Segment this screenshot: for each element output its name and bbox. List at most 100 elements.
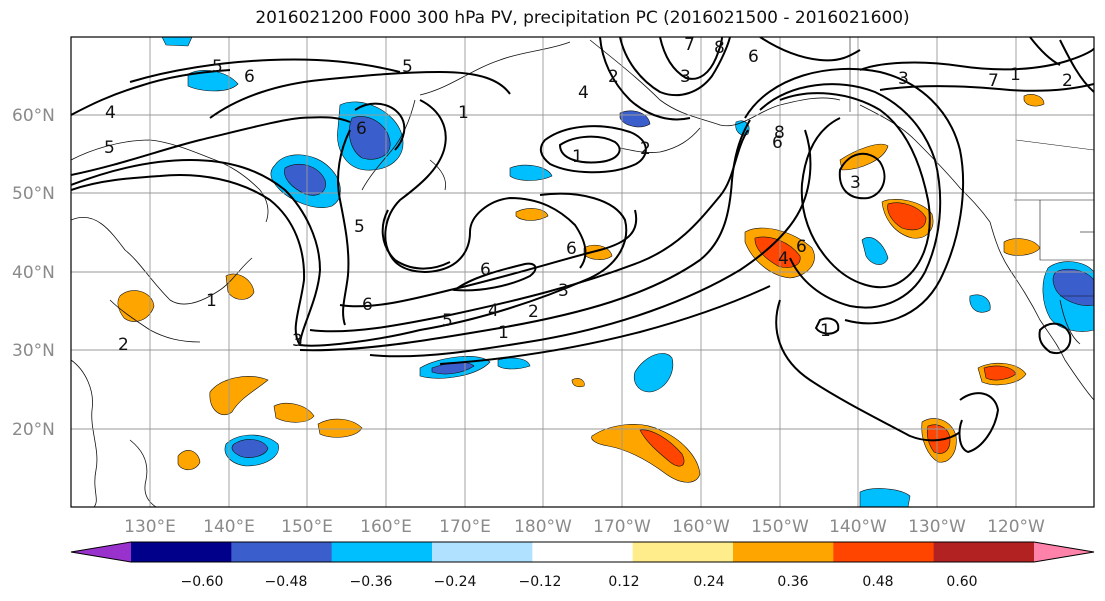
contour-label: 6	[748, 47, 759, 67]
colorbar	[70, 541, 1095, 563]
contour-label: 2	[118, 335, 129, 355]
contour-label: 2	[1062, 71, 1073, 91]
contour-label: 1	[572, 147, 583, 167]
colorbar-segment	[733, 542, 834, 562]
lon-label-170w: 170°W	[593, 517, 651, 537]
contour-label: 3	[558, 281, 569, 301]
lat-label-50n: 50°N	[12, 184, 55, 204]
precip-positive-area	[515, 208, 549, 221]
contour-label: 3	[680, 67, 691, 87]
contour-label: 2	[640, 139, 651, 159]
precip-negative-area	[497, 357, 531, 370]
contour-label: 6	[772, 133, 783, 153]
precip-positive-core	[887, 202, 927, 231]
contour-label: 1	[458, 103, 469, 123]
lon-label-180w: 180°W	[514, 517, 572, 537]
colorbar-segment	[532, 542, 634, 562]
precip-shading	[117, 37, 1094, 507]
lon-label-140w: 140°W	[829, 517, 887, 537]
contour-label: 4	[578, 83, 589, 103]
colorbar-outline	[70, 541, 1095, 563]
lon-label-150w: 150°W	[751, 517, 809, 537]
precip-negative-core	[1052, 268, 1094, 306]
latitude-labels: 60°N 50°N 40°N 30°N 20°N	[12, 106, 55, 440]
colorbar-extend-low	[71, 542, 131, 562]
colorbar-tick-label: 0.36	[777, 574, 808, 590]
lon-label-160w: 160°W	[672, 517, 730, 537]
colorbar-tick-label: 0.60	[946, 574, 977, 590]
colorbar-tick-label: −0.36	[350, 574, 393, 590]
lon-label-140e: 140°E	[203, 517, 255, 537]
contour-label: 5	[212, 57, 223, 77]
contour-labels: 4 5 5 6 5 3 2 1 1 6 5 4 2 6 3 2 6 1 8 6 …	[104, 35, 1073, 355]
contour-label: 4	[105, 103, 116, 123]
figure-title: 2016021200 F000 300 hPa PV, precipitatio…	[255, 8, 910, 28]
colorbar-extend-high	[1034, 542, 1094, 562]
contour-label: 5	[104, 138, 115, 158]
contour-label: 1	[206, 291, 217, 311]
colorbar-segment	[432, 542, 533, 562]
precip-positive-area	[317, 418, 363, 438]
lon-label-130e: 130°E	[124, 517, 176, 537]
colorbar-segment	[833, 542, 935, 562]
contour-label: 3	[898, 69, 909, 89]
lon-label-170e: 170°E	[439, 517, 491, 537]
lon-label-130w: 130°W	[908, 517, 966, 537]
colorbar-tick-labels: −0.60 −0.48 −0.36 −0.24 −0.12 0.12 0.24 …	[181, 574, 978, 590]
lat-label-20n: 20°N	[12, 420, 55, 440]
colorbar-segment	[331, 542, 433, 562]
contour-label: 6	[480, 260, 491, 280]
lon-label-160e: 160°E	[360, 517, 412, 537]
contour-label: 1	[1010, 65, 1021, 85]
contour-label: 8	[774, 123, 785, 143]
precip-negative-area	[161, 37, 193, 47]
precip-negative-area	[187, 70, 239, 92]
pv-contours	[71, 37, 1094, 454]
precip-positive-core	[639, 429, 685, 467]
colorbar-tick-label: −0.24	[434, 574, 477, 590]
contour-label: 5	[402, 57, 413, 77]
contour-label: 6	[796, 237, 807, 257]
lat-label-60n: 60°N	[12, 106, 55, 126]
political-borders	[849, 37, 1094, 297]
lon-label-150e: 150°E	[281, 517, 333, 537]
map-frame	[70, 36, 1095, 508]
precip-negative-area	[969, 294, 991, 313]
precip-positive-area	[273, 403, 315, 423]
precip-negative-area	[633, 353, 674, 393]
precip-positive-area	[839, 143, 889, 171]
contour-label: 8	[714, 38, 725, 58]
contour-label: 1	[498, 323, 509, 343]
contour-label: 5	[442, 311, 453, 331]
contour-label: 4	[778, 249, 789, 269]
precip-positive-area	[1023, 94, 1045, 107]
precip-negative-core	[349, 116, 391, 160]
contour-label: 3	[850, 173, 861, 193]
contour-label: 6	[566, 239, 577, 259]
colorbar-segment	[131, 542, 232, 562]
precip-negative-area	[735, 120, 750, 136]
lon-label-120w: 120°W	[987, 517, 1045, 537]
contour-label: 2	[528, 302, 539, 322]
precip-negative-core	[231, 439, 269, 458]
contour-label: 7	[684, 35, 695, 55]
colorbar-tick-label: 0.24	[693, 574, 724, 590]
colorbar-tick-label: −0.60	[181, 574, 224, 590]
colorbar-tick-label: −0.12	[519, 574, 562, 590]
colorbar-tick-label: 0.12	[608, 574, 639, 590]
colorbar-tick-label: −0.48	[265, 574, 308, 590]
contour-label: 6	[244, 67, 255, 87]
precip-negative-area	[509, 164, 553, 181]
contour-label: 4	[488, 301, 499, 321]
colorbar-segment	[632, 542, 734, 562]
colorbar-tick-label: 0.48	[862, 574, 893, 590]
contour-label: 2	[608, 67, 619, 87]
graticule	[71, 37, 1094, 507]
precip-negative-area	[859, 488, 911, 507]
contour-label: 6	[362, 295, 373, 315]
contour-label: 3	[292, 331, 303, 351]
colorbar-segment	[231, 542, 333, 562]
colorbar-segment	[933, 542, 1035, 562]
lat-label-30n: 30°N	[12, 341, 55, 361]
